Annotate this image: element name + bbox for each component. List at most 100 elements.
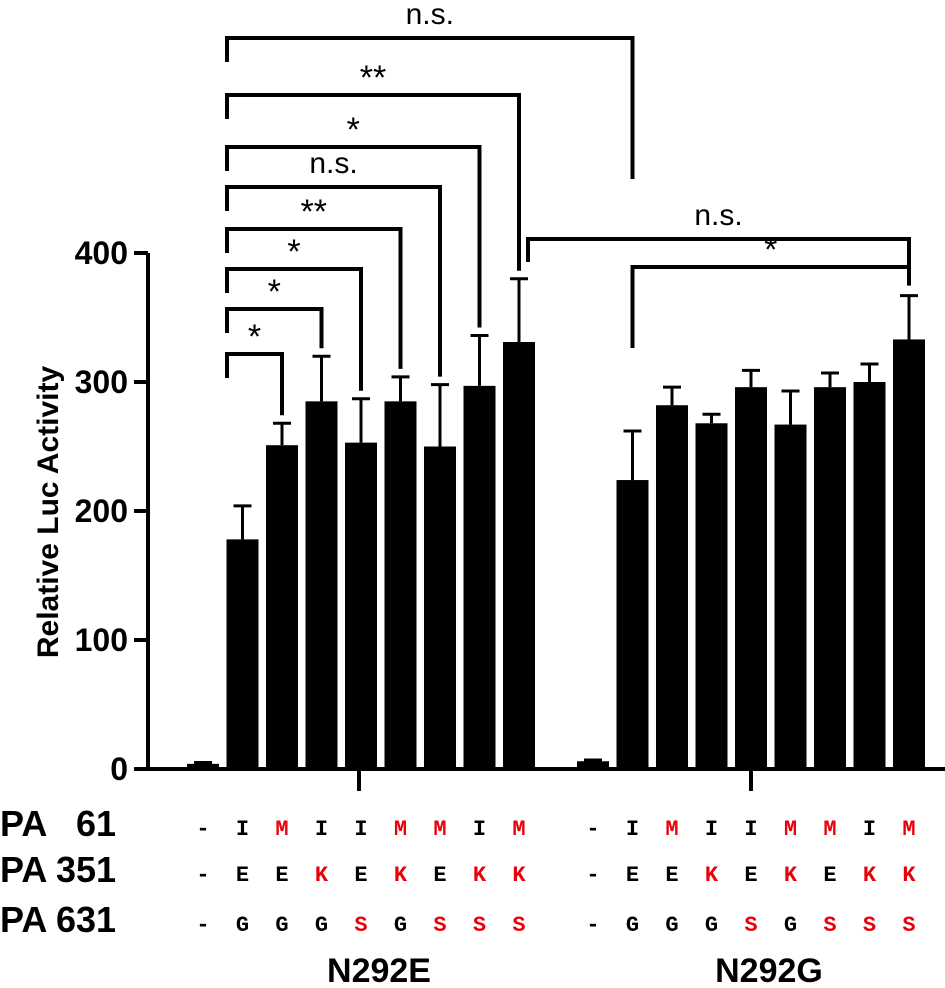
significance-label: * (268, 273, 281, 311)
residue-cell: E (275, 863, 288, 888)
bar (656, 405, 688, 769)
bar (774, 424, 807, 769)
row-label: PA 631 (0, 899, 116, 940)
significance-label: n.s. (694, 199, 742, 232)
residue-cell: M (784, 817, 797, 842)
residue-cell: S (354, 913, 367, 938)
residue-cell: - (196, 817, 209, 842)
bars (187, 277, 925, 769)
residue-cell: S (473, 913, 486, 938)
y-tick-label: 200 (75, 493, 128, 529)
residue-cell: M (823, 817, 836, 842)
residue-cell: E (236, 863, 249, 888)
residue-cell: - (586, 913, 599, 938)
significance-label: * (287, 233, 300, 271)
bar (187, 763, 219, 769)
residue-cell: I (744, 817, 757, 842)
residue-cell: I (705, 817, 718, 842)
residue-cell: - (196, 913, 209, 938)
residue-cell: M (433, 817, 446, 842)
residue-cell: G (315, 913, 328, 938)
residue-cell: S (433, 913, 446, 938)
residue-cell: K (394, 863, 408, 888)
residue-cell: I (863, 817, 876, 842)
bar (266, 445, 298, 769)
residue-cell: G (665, 913, 678, 938)
residue-cell: I (315, 817, 328, 842)
residue-cell: E (744, 863, 757, 888)
residue-cell: G (626, 913, 639, 938)
residue-cell: G (394, 913, 407, 938)
bar (305, 401, 338, 769)
residue-cell: S (902, 913, 915, 938)
residue-cell: M (394, 817, 407, 842)
residue-cell: K (473, 863, 487, 888)
residue-cell: - (196, 863, 209, 888)
residue-cell: - (586, 817, 599, 842)
residue-cell: S (863, 913, 876, 938)
residue-cell: M (902, 817, 915, 842)
residue-cell: G (705, 913, 718, 938)
bar (695, 423, 728, 769)
bar (577, 761, 609, 769)
significance-bracket (225, 227, 403, 369)
residue-cell: E (354, 863, 367, 888)
row-label: PA 351 (0, 849, 116, 890)
significance-bracket (630, 265, 911, 348)
residue-cell: K (863, 863, 877, 888)
residue-cell: - (586, 863, 599, 888)
residue-cell: I (236, 817, 249, 842)
bar (226, 539, 259, 769)
y-tick-label: 100 (75, 622, 128, 658)
significance-bracket (225, 36, 635, 179)
residue-cell: K (784, 863, 798, 888)
residue-cell: M (275, 817, 288, 842)
significance-bracket (225, 307, 324, 349)
bar (384, 401, 417, 769)
bar (735, 387, 767, 769)
significance-bracket (225, 93, 521, 271)
row-label: PA 61 (0, 803, 116, 844)
significance-bracket (225, 145, 482, 328)
bar (424, 446, 456, 769)
significance-bracket (225, 267, 363, 391)
bar (616, 480, 649, 769)
residue-cell: M (512, 817, 525, 842)
residue-cell: E (433, 863, 446, 888)
residue-cell: S (744, 913, 757, 938)
residue-cell: E (823, 863, 836, 888)
bar (814, 387, 846, 769)
residue-cell: K (902, 863, 916, 888)
bar (893, 339, 925, 769)
residue-cell: I (473, 817, 486, 842)
residue-cell: G (236, 913, 249, 938)
residue-cell: E (626, 863, 639, 888)
significance-label: ** (301, 193, 327, 231)
bar (503, 342, 535, 769)
residue-cell: E (665, 863, 678, 888)
y-axis-label: Relative Luc Activity (32, 366, 65, 659)
significance-label: * (347, 111, 360, 149)
significance-label: ** (360, 59, 386, 97)
group-label: N292E (327, 952, 431, 988)
residue-cell: K (315, 863, 329, 888)
significance-bracket (225, 185, 442, 377)
residue-cell: M (665, 817, 678, 842)
bar (345, 442, 377, 769)
residue-cell: G (784, 913, 797, 938)
residue-cell: I (626, 817, 639, 842)
significance-label: n.s. (309, 147, 357, 180)
significance-bracket (225, 352, 284, 416)
bar (463, 385, 496, 769)
residue-cell: K (512, 863, 526, 888)
significance-label: * (248, 318, 261, 356)
group-label: N292G (715, 952, 823, 988)
residue-cell: G (275, 913, 288, 938)
significance-label: n.s. (406, 0, 454, 31)
y-tick-label: 400 (75, 235, 128, 271)
significance-brackets: *****n.s.***n.s.n.s.* (225, 0, 911, 416)
significance-label: * (764, 231, 777, 269)
y-tick-label: 0 (110, 751, 128, 787)
